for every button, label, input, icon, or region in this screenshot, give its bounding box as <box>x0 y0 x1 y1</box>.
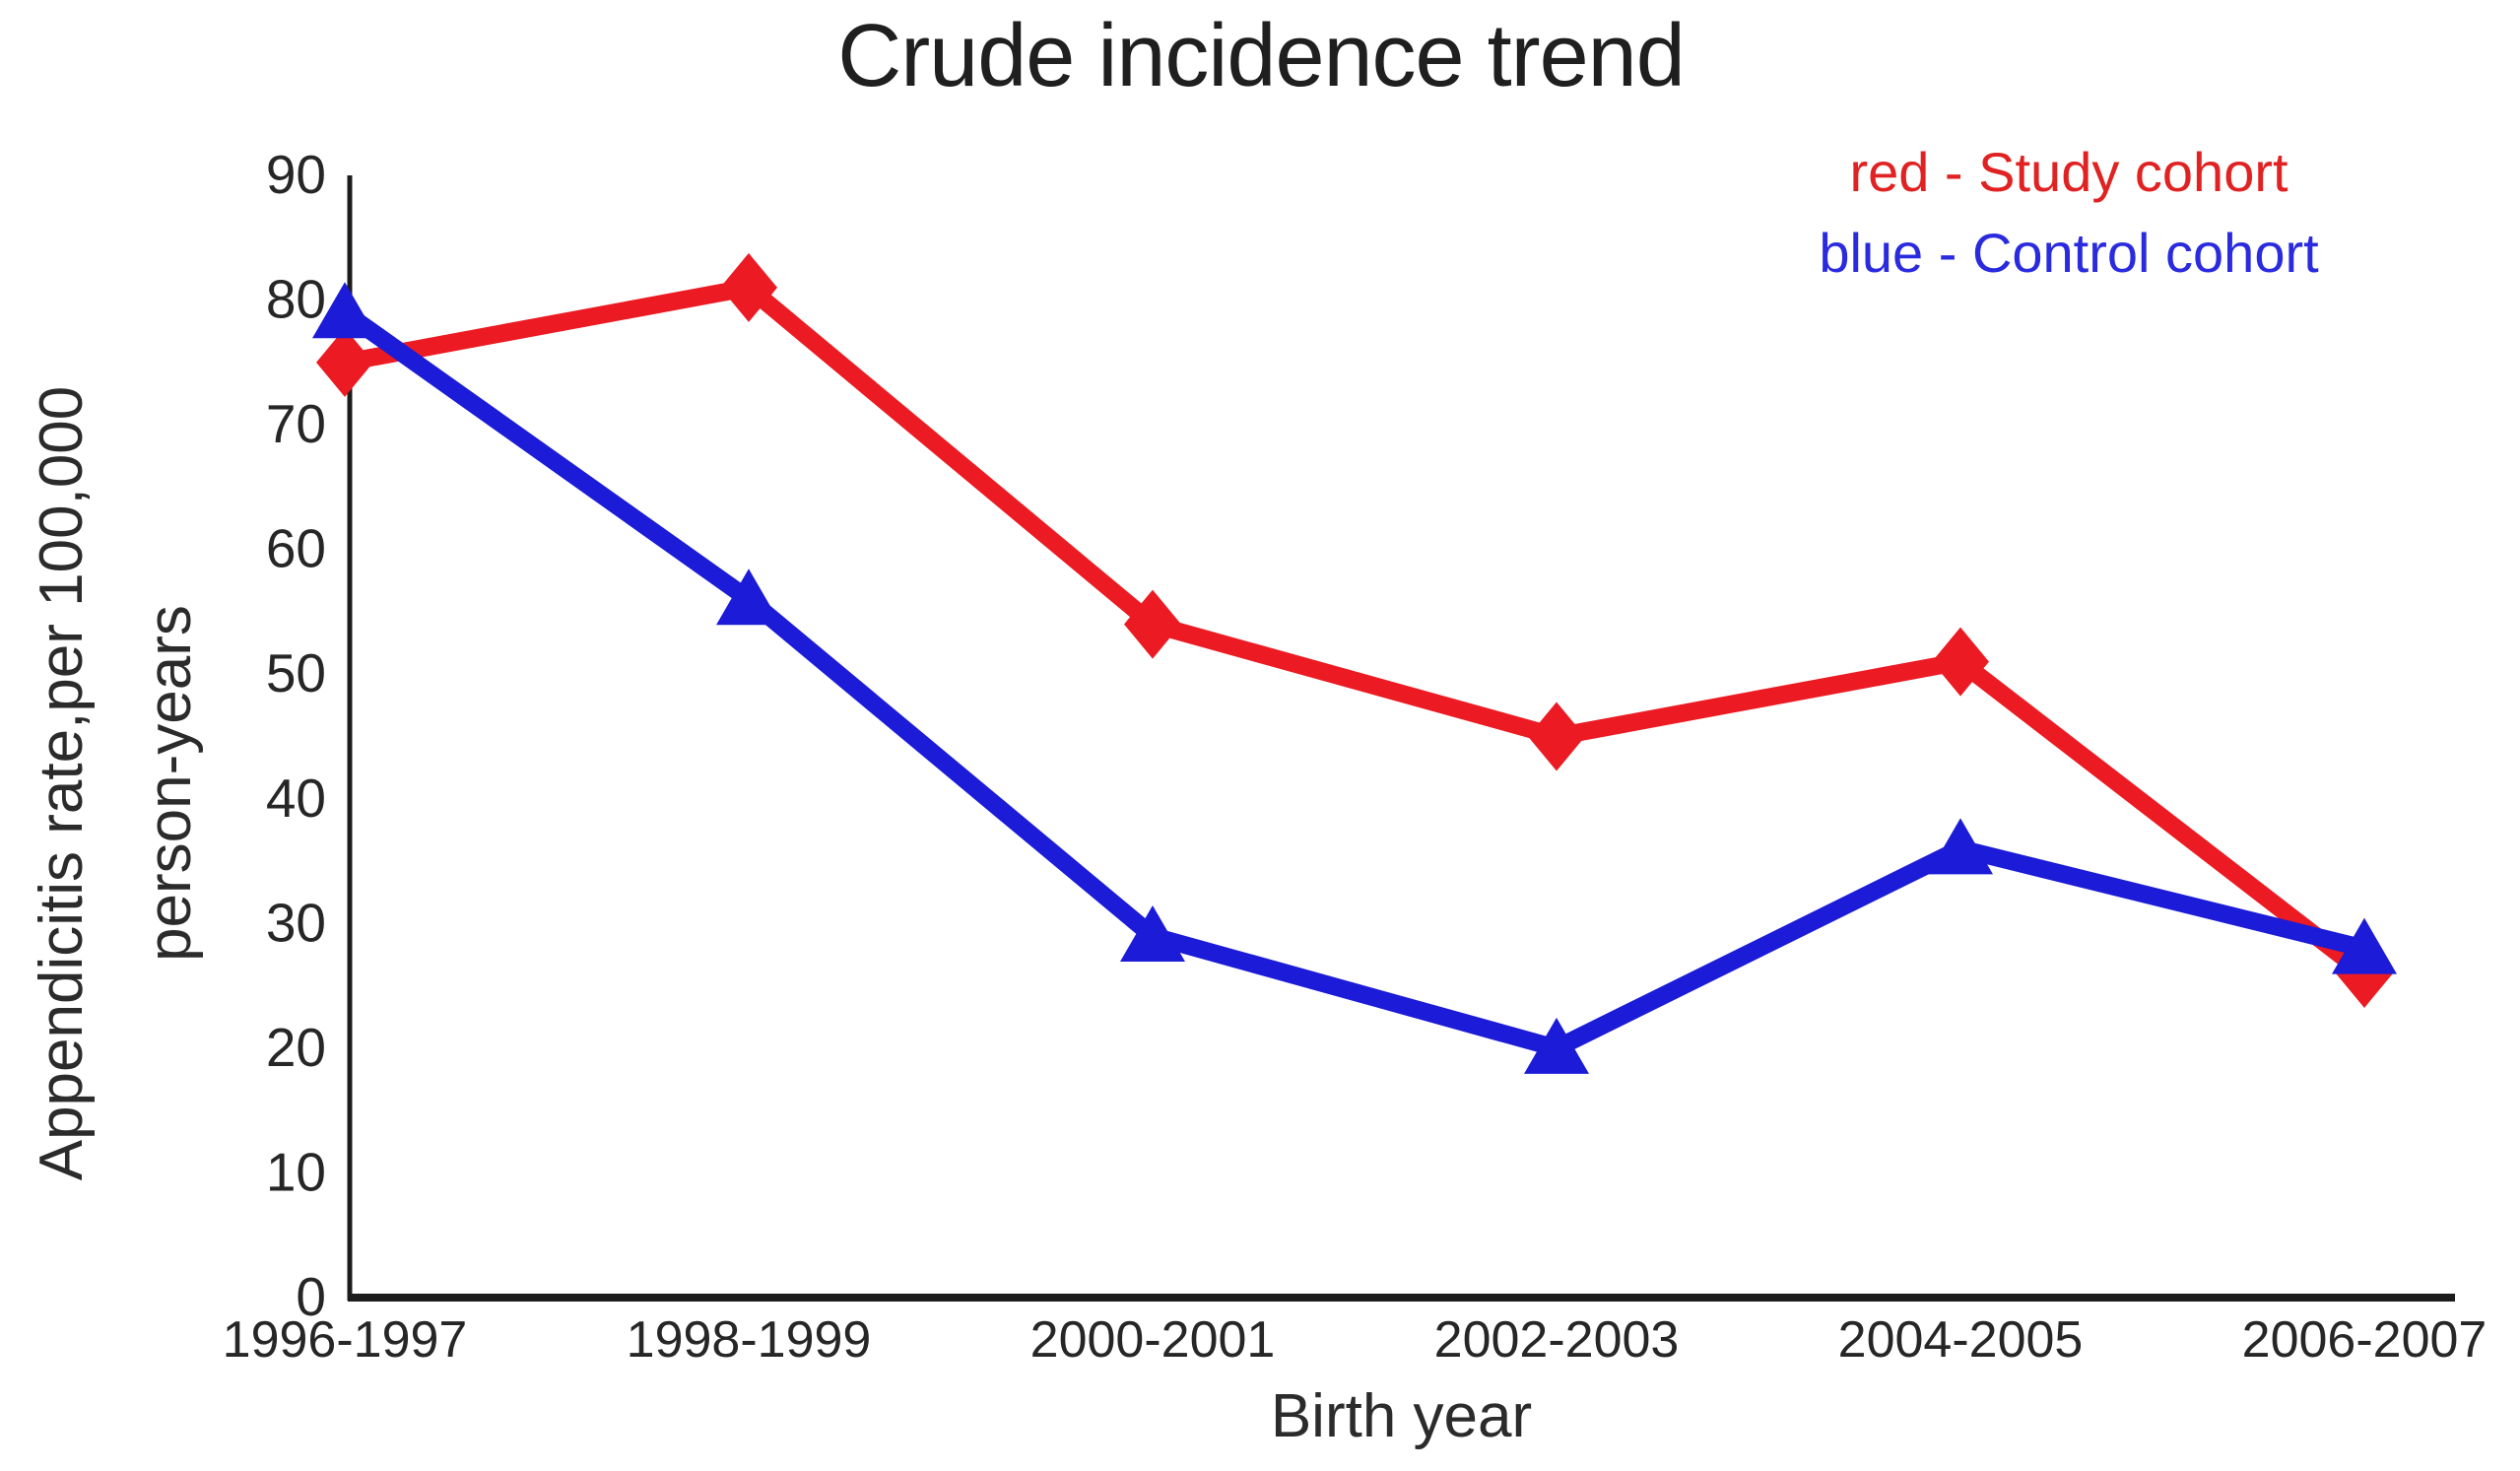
x-tick-label: 2002-2003 <box>1434 1311 1680 1369</box>
x-tick-label: 2006-2007 <box>2242 1311 2487 1369</box>
y-tick-label: 10 <box>266 1141 326 1202</box>
y-tick-label: 50 <box>266 642 326 703</box>
triangle-marker <box>716 568 781 626</box>
triangle-marker <box>1120 904 1185 962</box>
diamond-marker <box>316 327 373 397</box>
y-tick-label: 90 <box>266 144 326 205</box>
x-axis-title: Birth year <box>1270 1382 1533 1450</box>
series-line-study-cohort <box>336 278 2373 982</box>
y-tick-label: 60 <box>266 518 326 579</box>
legend-entry-control: blue - Control cohort <box>1819 222 2319 284</box>
y-tick-label: 70 <box>266 393 326 454</box>
chart-title: Crude incidence trend <box>837 7 1686 105</box>
y-tick-label: 80 <box>266 269 326 330</box>
triangle-marker <box>1524 1017 1589 1074</box>
triangle-marker <box>2332 917 2397 974</box>
triangle-marker <box>312 282 377 339</box>
legend-entry-study: red - Study cohort <box>1849 141 2288 203</box>
diamond-marker <box>720 252 777 322</box>
series-line-control-cohort <box>336 303 2373 1057</box>
diamond-marker <box>1124 589 1181 659</box>
x-tick-label: 2000-2001 <box>1030 1311 1276 1369</box>
triangle-marker <box>1928 818 1993 875</box>
x-tick-label: 2004-2005 <box>1838 1311 2084 1369</box>
y-tick-label: 40 <box>266 768 326 829</box>
diamond-marker <box>1528 702 1585 771</box>
x-tick-label: 1998-1999 <box>627 1311 872 1369</box>
x-tick-label: 1996-1997 <box>223 1311 468 1369</box>
legend: red - Study cohort blue - Control cohort <box>1724 132 2414 294</box>
y-tick-label: 20 <box>266 1017 326 1078</box>
diamond-marker <box>1932 627 1989 697</box>
y-tick-label: 30 <box>266 892 326 953</box>
y-tick-label: 0 <box>296 1266 326 1327</box>
